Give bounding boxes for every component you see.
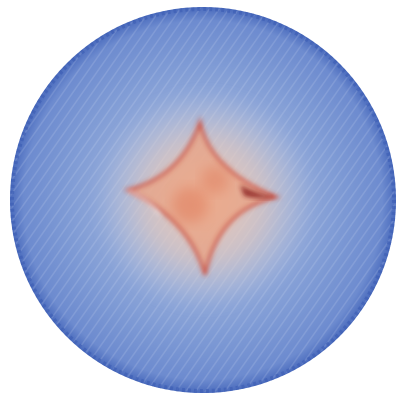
disk-rim: [10, 7, 396, 393]
scatterer: [123, 116, 281, 276]
